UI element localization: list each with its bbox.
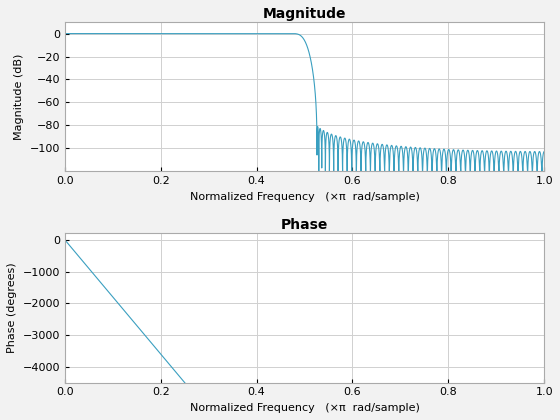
X-axis label: Normalized Frequency   (×π  rad/sample): Normalized Frequency (×π rad/sample) [190,403,419,413]
Y-axis label: Magnitude (dB): Magnitude (dB) [14,53,24,140]
X-axis label: Normalized Frequency   (×π  rad/sample): Normalized Frequency (×π rad/sample) [190,192,419,202]
Title: Phase: Phase [281,218,328,232]
Title: Magnitude: Magnitude [263,7,346,21]
Y-axis label: Phase (degrees): Phase (degrees) [7,263,17,353]
